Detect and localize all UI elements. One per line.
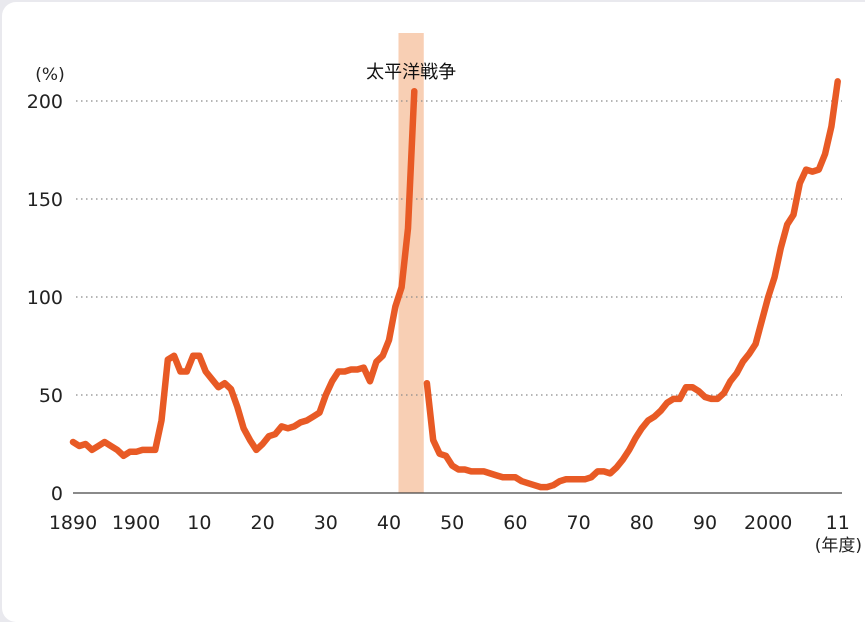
x-axis-unit-label: (年度) — [815, 536, 862, 556]
x-tick-labels: 1890 1900 10 20 30 40 50 60 70 80 90 2000 11 — [49, 512, 850, 534]
x-tick-90: 90 — [693, 512, 717, 534]
war-annotation-label: 太平洋戦争 — [366, 62, 456, 83]
x-tick-50: 50 — [440, 512, 464, 534]
y-axis-unit-label: (%) — [35, 65, 64, 85]
y-tick-200: 200 — [27, 91, 63, 113]
x-tick-11: 11 — [826, 512, 850, 534]
x-tick-2000: 2000 — [744, 512, 792, 534]
x-tick-60: 60 — [503, 512, 527, 534]
x-tick-1900: 1900 — [112, 512, 160, 534]
x-tick-20: 20 — [251, 512, 275, 534]
y-tick-labels: 0 50 100 150 200 — [27, 91, 63, 505]
y-tick-0: 0 — [51, 483, 63, 505]
y-tick-150: 150 — [27, 189, 63, 211]
x-tick-80: 80 — [630, 512, 654, 534]
y-tick-50: 50 — [39, 385, 63, 407]
x-tick-30: 30 — [314, 512, 338, 534]
chart: 0 50 100 150 200 1890 1900 10 20 30 40 50 60 70 80 90 2… — [27, 33, 862, 556]
gridlines — [76, 100, 842, 396]
x-tick-1890: 1890 — [49, 512, 97, 534]
x-tick-10: 10 — [187, 512, 211, 534]
x-tick-40: 40 — [377, 512, 401, 534]
series-lines — [69, 78, 841, 491]
series-line-postwar — [423, 78, 841, 491]
series-line-prewar — [69, 87, 418, 460]
x-tick-70: 70 — [567, 512, 591, 534]
y-tick-100: 100 — [27, 287, 63, 309]
